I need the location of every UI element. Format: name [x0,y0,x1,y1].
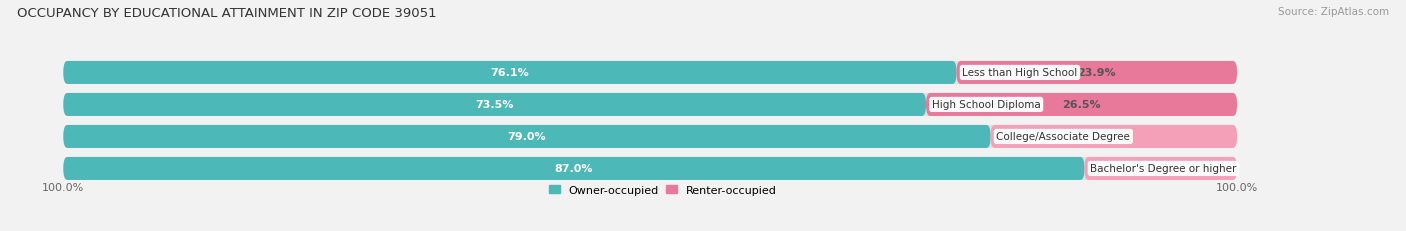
Text: 100.0%: 100.0% [1216,182,1258,192]
Text: 87.0%: 87.0% [554,164,593,174]
FancyBboxPatch shape [1084,157,1237,180]
Text: 21.0%: 21.0% [1094,132,1133,142]
FancyBboxPatch shape [991,125,1237,148]
Text: 79.0%: 79.0% [508,132,547,142]
FancyBboxPatch shape [956,62,1237,85]
Text: 23.9%: 23.9% [1077,68,1116,78]
Text: High School Diploma: High School Diploma [932,100,1040,110]
FancyBboxPatch shape [63,125,991,148]
Text: 13.0%: 13.0% [1142,164,1180,174]
Legend: Owner-occupied, Renter-occupied: Owner-occupied, Renter-occupied [548,185,776,195]
FancyBboxPatch shape [63,62,1237,85]
Text: Bachelor's Degree or higher: Bachelor's Degree or higher [1090,164,1237,174]
FancyBboxPatch shape [63,157,1237,180]
Text: College/Associate Degree: College/Associate Degree [997,132,1130,142]
FancyBboxPatch shape [63,157,1084,180]
Text: Source: ZipAtlas.com: Source: ZipAtlas.com [1278,7,1389,17]
FancyBboxPatch shape [927,94,1237,116]
Text: OCCUPANCY BY EDUCATIONAL ATTAINMENT IN ZIP CODE 39051: OCCUPANCY BY EDUCATIONAL ATTAINMENT IN Z… [17,7,436,20]
FancyBboxPatch shape [63,125,1237,148]
Text: 73.5%: 73.5% [475,100,513,110]
Text: Less than High School: Less than High School [962,68,1077,78]
FancyBboxPatch shape [63,94,927,116]
FancyBboxPatch shape [63,62,956,85]
Text: 26.5%: 26.5% [1062,100,1101,110]
Text: 100.0%: 100.0% [42,182,84,192]
FancyBboxPatch shape [63,94,1237,116]
Text: 76.1%: 76.1% [491,68,529,78]
